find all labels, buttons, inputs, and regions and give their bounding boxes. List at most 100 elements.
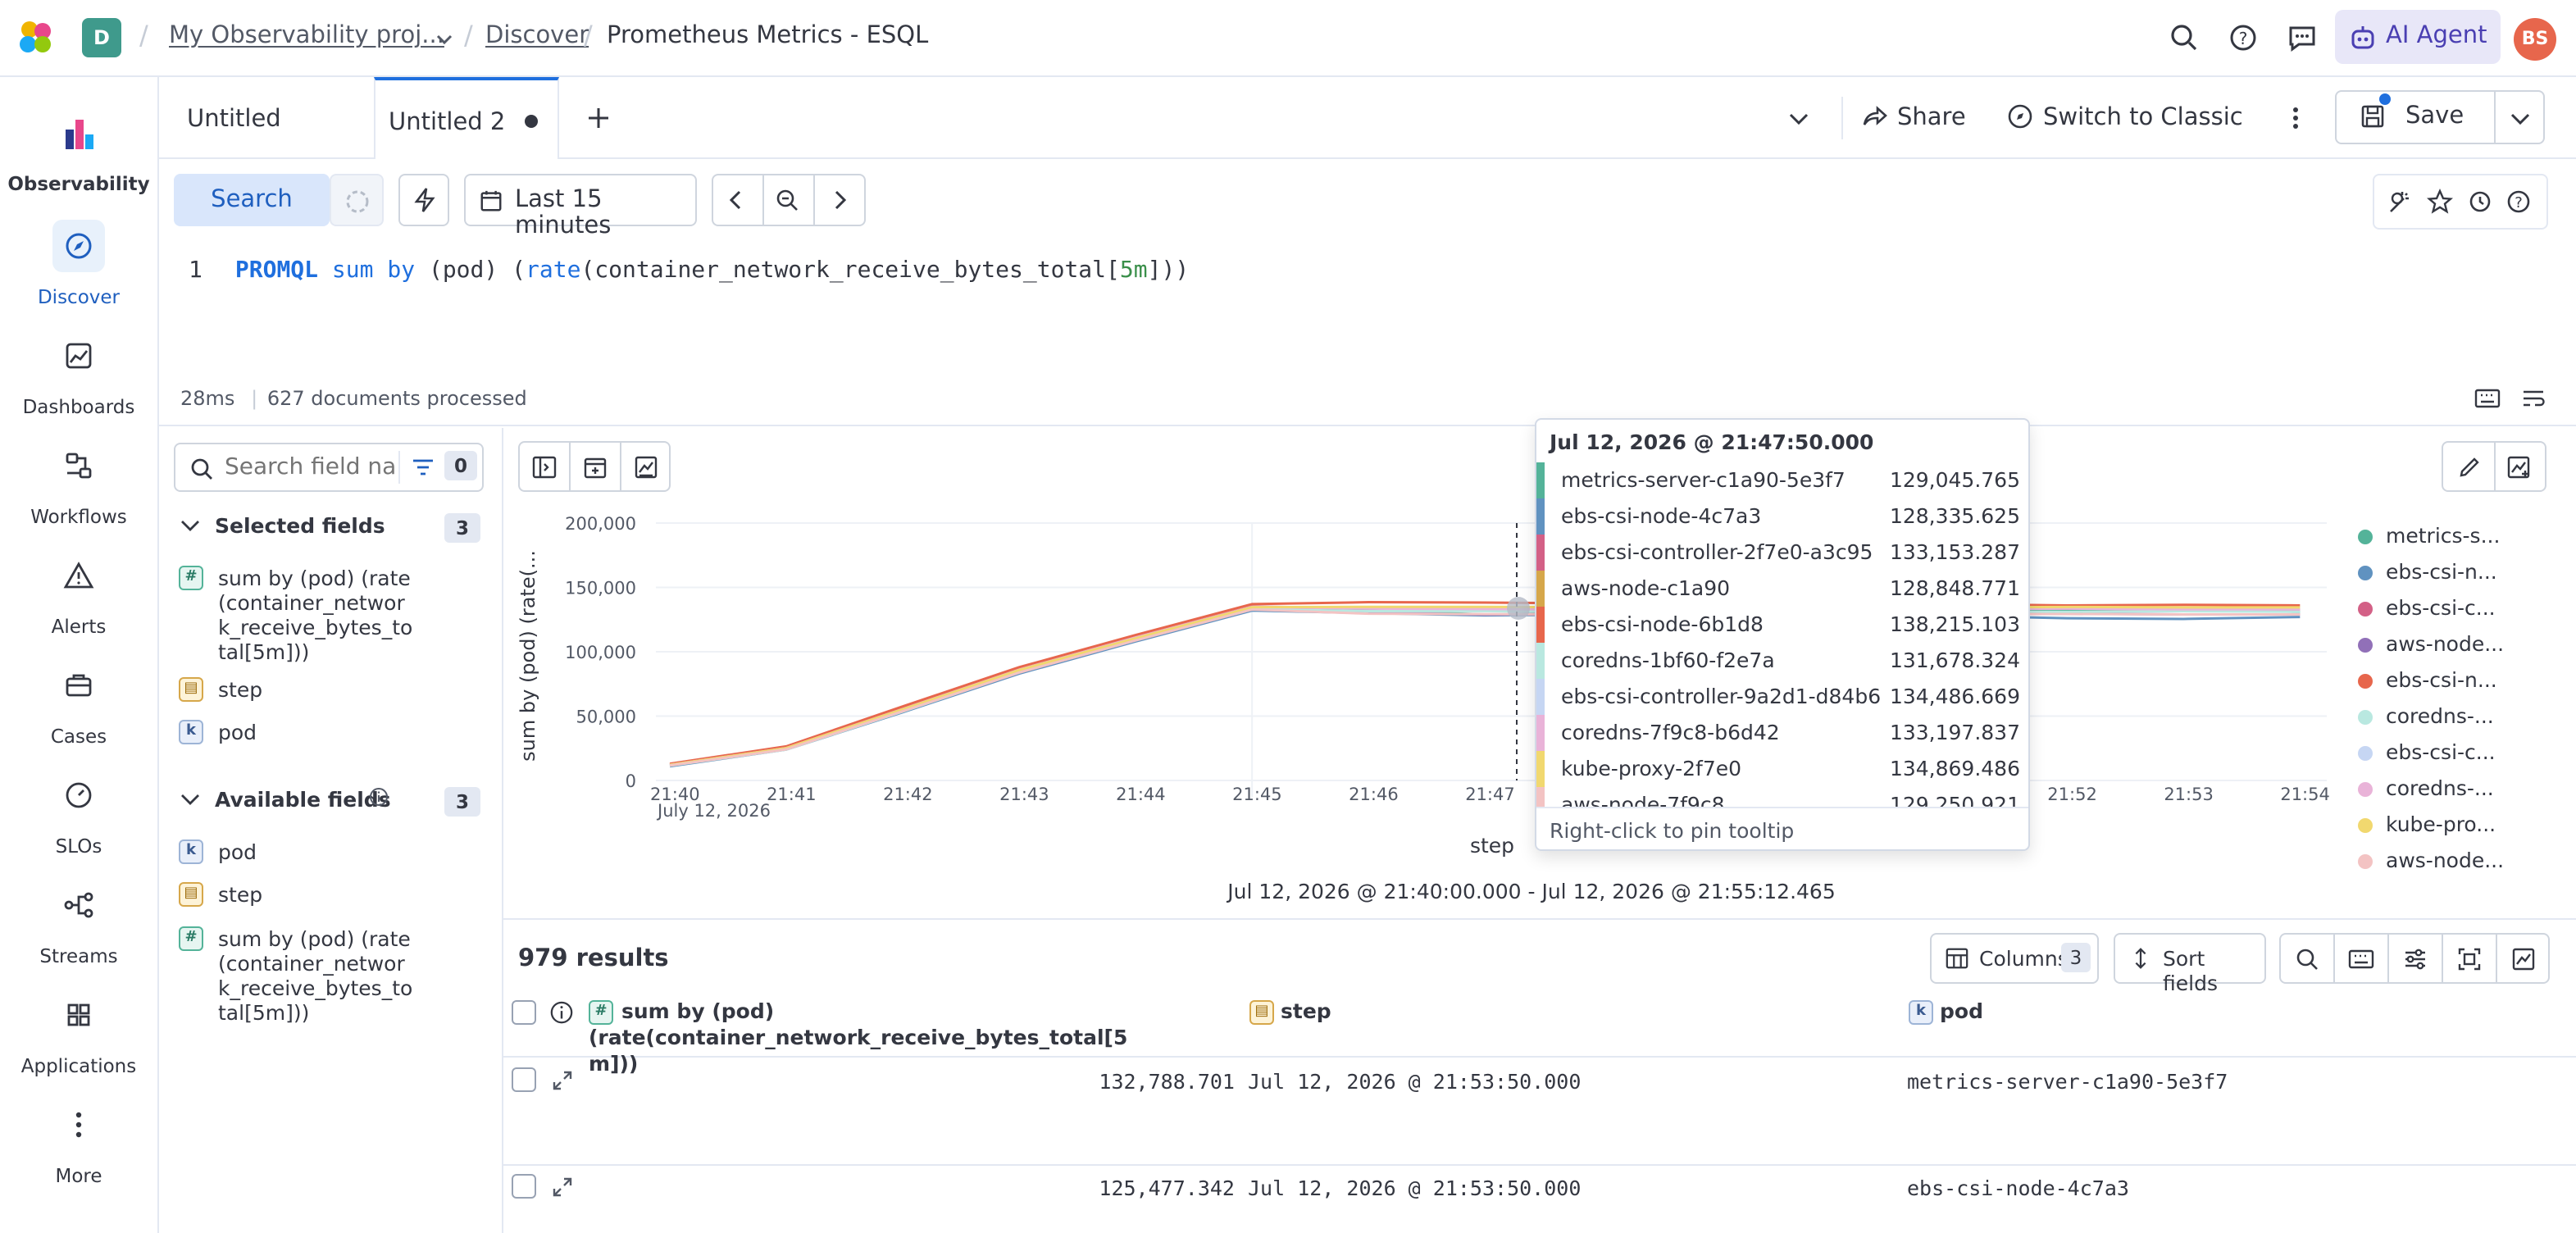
series-line[interactable]: [669, 609, 2301, 768]
tab-untitled[interactable]: Untitled: [159, 77, 374, 159]
chevron-left-icon[interactable]: [723, 187, 749, 213]
magic-wand-icon[interactable]: [2387, 189, 2414, 215]
space-avatar[interactable]: D: [82, 18, 121, 57]
series-line[interactable]: [669, 605, 2301, 766]
search-button[interactable]: Search: [174, 174, 330, 226]
legend-item[interactable]: metrics-s...: [2358, 523, 2500, 548]
field-filter-button[interactable]: 0: [405, 448, 480, 487]
selected-fields-title[interactable]: Selected fields: [215, 513, 385, 538]
legend-item[interactable]: kube-pro...: [2358, 812, 2496, 836]
save-visualization-icon[interactable]: [2505, 454, 2532, 480]
keyboard-icon[interactable]: [2348, 946, 2374, 972]
nav-workflows[interactable]: Workflows: [0, 439, 157, 528]
history-icon[interactable]: [2466, 189, 2492, 215]
query-code-line[interactable]: 1 PROMQL sum by (pod) (rate(container_net…: [189, 257, 1189, 284]
expand-icon[interactable]: [551, 1176, 574, 1199]
info-icon[interactable]: [369, 787, 389, 807]
display-settings-icon[interactable]: [2402, 946, 2428, 972]
series-line[interactable]: [669, 606, 2301, 767]
series-line[interactable]: [669, 605, 2301, 767]
sort-fields-button[interactable]: Sort fields: [2114, 933, 2266, 995]
calendar-interval-icon[interactable]: [582, 454, 608, 480]
legend-item[interactable]: ebs-csi-c...: [2358, 595, 2496, 620]
series-line[interactable]: [669, 601, 2301, 766]
tooltip-series-value: 128,335.625: [1889, 503, 2020, 528]
nav-slos[interactable]: SLOs: [0, 769, 157, 858]
chat-icon[interactable]: [2286, 21, 2319, 54]
column-header-pod[interactable]: pod: [1940, 999, 1983, 1023]
legend-item[interactable]: aws-node...: [2358, 848, 2504, 872]
nav-more[interactable]: More: [0, 1099, 157, 1187]
available-fields-title[interactable]: Available fields: [215, 787, 391, 812]
keyboard-icon[interactable]: [2474, 387, 2501, 410]
legend-item[interactable]: ebs-csi-n...: [2358, 559, 2497, 584]
breadcrumb-project[interactable]: My Observability proj...: [169, 23, 444, 49]
legend-item[interactable]: ebs-csi-c...: [2358, 739, 2496, 764]
breadcrumb-discover[interactable]: Discover: [485, 23, 589, 49]
chart-toolbar-group: [518, 441, 671, 492]
query-editor-area: Search Last 15 minutes ? 1 PROMQL sum by …: [159, 159, 2576, 426]
expand-icon[interactable]: [551, 1069, 574, 1092]
series-line[interactable]: [669, 607, 2301, 767]
nav-cases[interactable]: Cases: [0, 659, 157, 748]
field-search-input[interactable]: [225, 451, 395, 484]
nav-observability[interactable]: Observability: [0, 107, 157, 195]
chevron-down-icon[interactable]: [433, 28, 456, 51]
help-icon[interactable]: ?: [2227, 21, 2260, 54]
table-row[interactable]: 125,477.342 Jul 12, 2026 @ 21:53:50.000 …: [503, 1166, 2576, 1233]
save-button[interactable]: Save: [2337, 92, 2494, 143]
series-line[interactable]: [669, 607, 2301, 767]
nav-applications[interactable]: Applications: [0, 989, 157, 1077]
row-checkbox[interactable]: [512, 1067, 536, 1092]
nav-discover[interactable]: Discover: [0, 220, 157, 308]
legend-item[interactable]: coredns-...: [2358, 776, 2494, 800]
columns-button[interactable]: Columns 3: [1930, 933, 2099, 984]
add-to-dashboard-icon[interactable]: [2510, 946, 2537, 972]
select-all-checkbox[interactable]: [512, 1000, 536, 1025]
chevron-down-icon[interactable]: [1786, 107, 1812, 133]
time-picker-button[interactable]: Last 15 minutes: [464, 174, 697, 239]
series-line[interactable]: [669, 605, 2301, 767]
legend-item[interactable]: aws-node...: [2358, 631, 2504, 656]
nav-alerts[interactable]: Alerts: [0, 549, 157, 638]
tab-untitled-2[interactable]: Untitled 2: [374, 77, 559, 161]
legend-item[interactable]: ebs-csi-n...: [2358, 667, 2497, 692]
table-row[interactable]: 132,788.701 Jul 12, 2026 @ 21:53:50.000 …: [503, 1059, 2576, 1166]
chevron-right-icon[interactable]: [826, 187, 853, 213]
fullscreen-icon[interactable]: [2456, 946, 2483, 972]
user-avatar[interactable]: BS: [2514, 18, 2556, 61]
chevron-down-icon[interactable]: [2507, 107, 2533, 133]
elastic-logo-icon[interactable]: [16, 20, 56, 56]
search-icon[interactable]: [2168, 21, 2201, 54]
nav-dashboards[interactable]: Dashboards: [0, 330, 157, 418]
ai-agent-button[interactable]: AI Agent: [2335, 10, 2501, 64]
chevron-down-icon[interactable]: [179, 515, 202, 538]
chart-settings-icon[interactable]: [633, 454, 659, 480]
cancel-query-button[interactable]: [330, 174, 384, 226]
toggle-sidebar-icon[interactable]: [531, 454, 558, 480]
info-icon[interactable]: [549, 1000, 574, 1025]
star-icon[interactable]: [2427, 189, 2453, 215]
chevron-down-icon[interactable]: [179, 789, 202, 812]
search-icon[interactable]: [2294, 946, 2320, 972]
edit-pencil-icon[interactable]: [2456, 454, 2483, 480]
zoom-out-icon[interactable]: [774, 187, 800, 213]
more-vertical-icon[interactable]: [2281, 103, 2310, 133]
series-line[interactable]: [669, 607, 2301, 767]
column-header-value[interactable]: sum by (pod) (rate(container_network_rec…: [589, 999, 1212, 1077]
divider: [2333, 935, 2335, 982]
nav-streams[interactable]: Streams: [0, 879, 157, 967]
help-icon[interactable]: ?: [2505, 189, 2532, 215]
row-checkbox[interactable]: [512, 1174, 536, 1199]
add-tab-icon[interactable]: [584, 103, 613, 133]
column-header-step[interactable]: step: [1281, 999, 1331, 1023]
series-line[interactable]: [669, 607, 2301, 767]
field-search: 0: [174, 443, 484, 492]
quick-actions-button[interactable]: [398, 174, 449, 226]
legend-item[interactable]: coredns-...: [2358, 703, 2494, 728]
switch-classic-button[interactable]: Switch to Classic: [2007, 103, 2243, 131]
share-button[interactable]: Share: [1861, 103, 1966, 131]
wrap-lines-icon[interactable]: [2520, 387, 2546, 410]
lightning-icon: [414, 188, 435, 212]
